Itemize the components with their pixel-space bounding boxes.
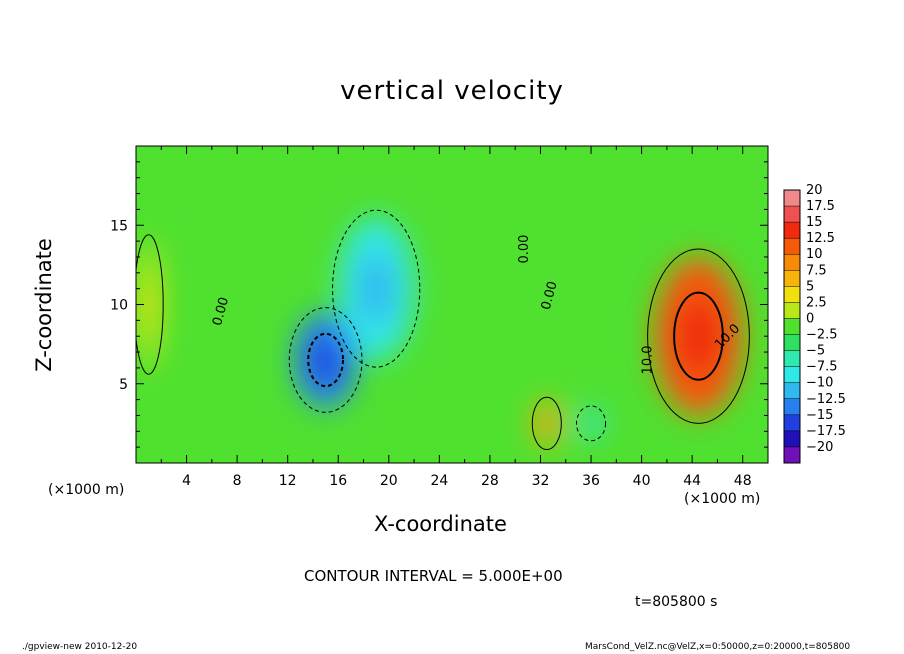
field-core-downdraft xyxy=(584,415,598,432)
contour-label: 0.00 xyxy=(210,296,232,328)
colorbar-swatch xyxy=(784,286,800,303)
colorbar-label: 17.5 xyxy=(806,199,835,214)
x-tick-label: 8 xyxy=(233,473,242,489)
x-tick-label: 4 xyxy=(182,473,191,489)
footer-left: ./gpview-new 2010-12-20 xyxy=(22,642,138,652)
footer-right: MarsCond_VelZ.nc@VelZ,x=0:50000,z=0:2000… xyxy=(585,642,851,652)
x-tick-label: 44 xyxy=(683,473,701,489)
colorbar-label: −17.5 xyxy=(806,424,846,439)
colorbar-label: −2.5 xyxy=(806,328,838,343)
colorbar-swatch xyxy=(784,270,800,287)
contour-interval-text: CONTOUR INTERVAL = 5.000E+00 xyxy=(304,567,563,585)
colorbar-label: 12.5 xyxy=(806,231,835,246)
x-unit-label-left: (×1000 m) xyxy=(48,482,125,498)
time-label: t=805800 s xyxy=(635,594,718,610)
x-tick-label: 20 xyxy=(380,473,398,489)
x-tick-label: 40 xyxy=(633,473,651,489)
colorbar-label: 7.5 xyxy=(806,263,827,278)
x-unit-label-right: (×1000 m) xyxy=(684,491,761,507)
colorbar-swatch xyxy=(784,334,800,352)
x-tick-label: 28 xyxy=(481,473,499,489)
chart-title: vertical velocity xyxy=(340,76,564,106)
contour-outer xyxy=(332,209,421,368)
y-tick-label: 5 xyxy=(119,377,128,393)
contour-label: 0.00 xyxy=(517,235,532,264)
colorbar-swatch xyxy=(784,302,800,319)
field-features xyxy=(136,217,743,448)
colorbar-label: −10 xyxy=(806,376,833,391)
x-tick-label: 48 xyxy=(734,473,752,489)
x-tick-label: 16 xyxy=(329,473,347,489)
colorbar-swatch xyxy=(784,206,800,223)
x-axis-label: X-coordinate xyxy=(374,512,507,536)
colorbar-label: −15 xyxy=(806,408,833,423)
colorbar-label: −7.5 xyxy=(806,360,838,375)
contour-label: 10.0 xyxy=(641,345,656,374)
colorbar-swatch xyxy=(784,446,800,464)
colorbar-label: −5 xyxy=(806,344,825,359)
field-core-downdraft xyxy=(309,336,342,384)
contour-inner xyxy=(307,332,344,388)
field-core-updraft xyxy=(540,411,554,436)
colorbar-swatch xyxy=(784,254,800,271)
contour-outer xyxy=(647,248,750,424)
colorbar-label: 2.5 xyxy=(806,295,827,310)
y-axis-ticks: 5 10 15 xyxy=(110,161,768,448)
contour-outer xyxy=(136,234,164,375)
colorbar-label: 15 xyxy=(806,215,823,230)
colorbar-label: 5 xyxy=(806,279,814,294)
contour-inner xyxy=(673,291,724,381)
x-tick-label: 24 xyxy=(430,473,448,489)
colorbar-label: 10 xyxy=(806,247,823,262)
x-axis-ticks: 4 8 12 16 20 24 28 32 36 40 44 48 xyxy=(160,146,752,489)
colorbar-swatch xyxy=(784,190,800,207)
colorbar-swatch xyxy=(784,430,800,448)
field-core-updraft xyxy=(142,272,155,337)
x-tick-label: 32 xyxy=(532,473,550,489)
contour-outer xyxy=(288,307,363,413)
colorbar-swatch xyxy=(784,238,800,255)
x-tick-label: 36 xyxy=(582,473,600,489)
field-layer xyxy=(136,146,768,463)
contour-lines xyxy=(136,209,750,451)
x-tick-label: 12 xyxy=(279,473,297,489)
contour-outer xyxy=(576,405,607,442)
y-tick-label: 15 xyxy=(110,218,128,234)
colorbar-label: −12.5 xyxy=(806,392,846,407)
contour-outer xyxy=(531,396,562,451)
field-core-updraft xyxy=(676,296,721,376)
colorbar-swatch xyxy=(784,382,800,400)
contour-label: 0.00 xyxy=(539,280,561,312)
colorbar-label: −20 xyxy=(806,440,833,455)
colorbar-swatch xyxy=(784,350,800,368)
colorbar-label: 20 xyxy=(806,183,823,198)
colorbar-swatch xyxy=(784,318,800,336)
colorbar-swatch xyxy=(784,414,800,432)
colorbar-swatch xyxy=(784,366,800,384)
colorbar-swatch xyxy=(784,398,800,416)
colorbar-label: 0 xyxy=(806,311,814,326)
field-core-downdraft xyxy=(357,252,396,325)
colorbar-swatch xyxy=(784,222,800,239)
y-tick-label: 10 xyxy=(110,298,128,314)
